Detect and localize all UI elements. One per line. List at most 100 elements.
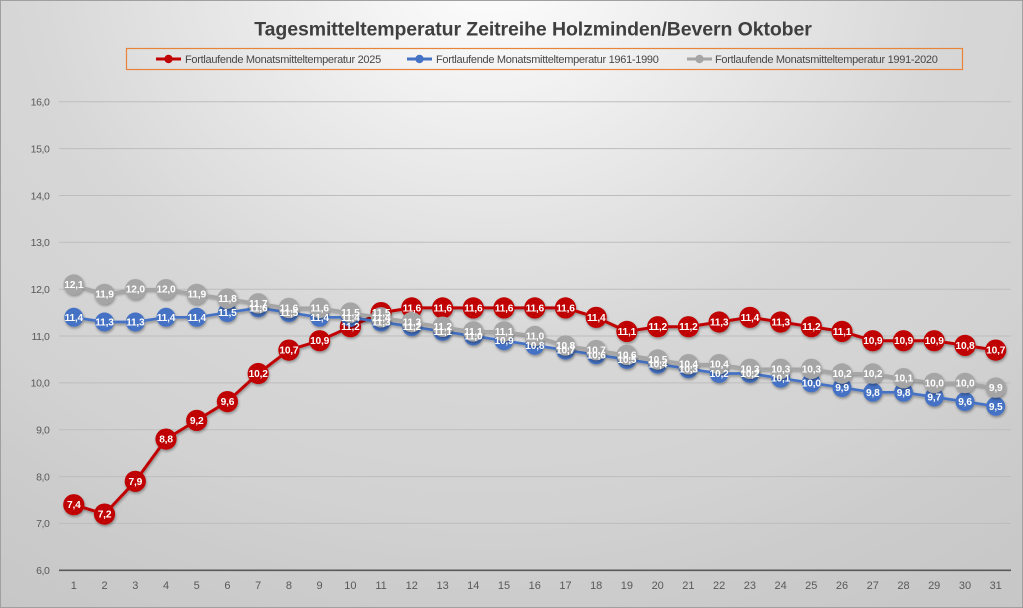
svg-text:10,8: 10,8: [556, 341, 576, 352]
svg-text:7: 7: [255, 580, 261, 592]
svg-text:11,6: 11,6: [280, 303, 299, 314]
svg-text:9,6: 9,6: [958, 397, 972, 408]
svg-text:7,9: 7,9: [129, 477, 143, 488]
svg-text:6,0: 6,0: [36, 565, 50, 577]
svg-text:10,4: 10,4: [710, 360, 730, 371]
svg-text:10,5: 10,5: [617, 355, 637, 366]
svg-text:11,3: 11,3: [372, 318, 391, 329]
svg-text:11,4: 11,4: [341, 313, 360, 324]
svg-text:10,0: 10,0: [31, 378, 50, 390]
svg-text:8,8: 8,8: [159, 435, 173, 446]
svg-text:10,6: 10,6: [587, 350, 607, 361]
svg-text:11,6: 11,6: [556, 303, 575, 314]
svg-text:11,3: 11,3: [95, 318, 114, 329]
svg-text:31: 31: [990, 580, 1002, 592]
svg-text:10,7: 10,7: [556, 346, 576, 357]
svg-text:10,5: 10,5: [648, 355, 668, 366]
svg-text:14: 14: [467, 580, 479, 592]
svg-text:11,4: 11,4: [310, 313, 329, 324]
svg-text:Tagesmitteltemperatur Zeitreih: Tagesmitteltemperatur Zeitreihe Holzmind…: [254, 19, 812, 41]
svg-text:10,9: 10,9: [894, 336, 914, 347]
svg-text:9,0: 9,0: [36, 425, 50, 437]
svg-text:9,9: 9,9: [989, 383, 1003, 394]
svg-text:12,1: 12,1: [64, 280, 84, 291]
svg-text:9,5: 9,5: [989, 402, 1003, 413]
svg-text:10,2: 10,2: [832, 369, 852, 380]
svg-text:20: 20: [652, 580, 664, 592]
svg-text:11,4: 11,4: [187, 313, 206, 324]
svg-text:11,4: 11,4: [65, 313, 84, 324]
svg-text:9: 9: [317, 580, 323, 592]
svg-text:11,2: 11,2: [433, 322, 452, 333]
svg-text:10,9: 10,9: [925, 336, 945, 347]
svg-text:10,2: 10,2: [740, 369, 760, 380]
svg-text:11,6: 11,6: [526, 303, 545, 314]
svg-text:7,2: 7,2: [98, 510, 112, 521]
svg-text:11,4: 11,4: [741, 313, 760, 324]
svg-text:13: 13: [436, 580, 448, 592]
svg-text:11,3: 11,3: [403, 318, 422, 329]
svg-text:10,7: 10,7: [587, 346, 607, 357]
svg-text:11,1: 11,1: [618, 327, 637, 338]
svg-text:10,8: 10,8: [525, 341, 545, 352]
svg-text:12,0: 12,0: [156, 285, 176, 296]
svg-text:24: 24: [774, 580, 786, 592]
svg-text:11,6: 11,6: [403, 303, 422, 314]
svg-text:11,2: 11,2: [341, 322, 360, 333]
svg-text:25: 25: [805, 580, 817, 592]
svg-text:11,4: 11,4: [157, 313, 176, 324]
svg-text:11,5: 11,5: [218, 308, 237, 319]
svg-text:11,1: 11,1: [495, 327, 514, 338]
svg-text:9,6: 9,6: [221, 397, 235, 408]
svg-text:5: 5: [194, 580, 200, 592]
svg-text:12: 12: [406, 580, 418, 592]
svg-text:11,6: 11,6: [495, 303, 514, 314]
svg-text:10,3: 10,3: [679, 364, 699, 375]
svg-text:30: 30: [959, 580, 971, 592]
svg-text:Fortlaufende Monatsmitteltempe: Fortlaufende Monatsmitteltemperatur 1961…: [436, 54, 659, 66]
svg-text:8: 8: [286, 580, 292, 592]
svg-text:10,2: 10,2: [710, 369, 730, 380]
svg-text:11,1: 11,1: [464, 327, 483, 338]
svg-text:11: 11: [375, 580, 386, 592]
svg-text:11,5: 11,5: [280, 308, 299, 319]
svg-text:10,7: 10,7: [986, 346, 1006, 357]
svg-text:22: 22: [713, 580, 725, 592]
svg-text:10,4: 10,4: [648, 360, 668, 371]
svg-text:2: 2: [101, 580, 107, 592]
svg-text:16,0: 16,0: [31, 97, 50, 109]
svg-text:11,2: 11,2: [403, 322, 422, 333]
svg-text:7,4: 7,4: [67, 500, 81, 511]
svg-text:11,4: 11,4: [587, 313, 606, 324]
svg-text:14,0: 14,0: [31, 190, 50, 202]
svg-text:26: 26: [836, 580, 848, 592]
svg-text:11,2: 11,2: [802, 322, 821, 333]
svg-text:3: 3: [132, 580, 138, 592]
svg-text:10,8: 10,8: [955, 341, 975, 352]
svg-text:11,0: 11,0: [526, 332, 545, 343]
svg-text:10,9: 10,9: [494, 336, 514, 347]
svg-text:15: 15: [498, 580, 510, 592]
svg-text:11,9: 11,9: [95, 289, 114, 300]
svg-text:6: 6: [224, 580, 230, 592]
svg-text:11,5: 11,5: [372, 308, 391, 319]
svg-text:11,3: 11,3: [126, 318, 145, 329]
svg-text:10,6: 10,6: [617, 350, 637, 361]
svg-text:10,9: 10,9: [310, 336, 330, 347]
svg-text:10,9: 10,9: [863, 336, 883, 347]
svg-text:1: 1: [71, 580, 77, 592]
svg-text:10,3: 10,3: [771, 364, 791, 375]
svg-text:17: 17: [559, 580, 571, 592]
svg-text:11,2: 11,2: [679, 322, 698, 333]
svg-text:9,8: 9,8: [897, 388, 911, 399]
svg-text:29: 29: [928, 580, 940, 592]
svg-text:10,7: 10,7: [279, 346, 299, 357]
svg-text:9,2: 9,2: [190, 416, 204, 427]
svg-text:12,0: 12,0: [31, 284, 50, 296]
svg-text:11,9: 11,9: [187, 289, 206, 300]
svg-text:13,0: 13,0: [31, 237, 50, 249]
svg-text:Fortlaufende Monatsmitteltempe: Fortlaufende Monatsmitteltemperatur 2025: [185, 54, 381, 66]
svg-text:11,3: 11,3: [771, 318, 790, 329]
svg-text:11,6: 11,6: [464, 303, 483, 314]
svg-text:10,1: 10,1: [771, 374, 791, 385]
